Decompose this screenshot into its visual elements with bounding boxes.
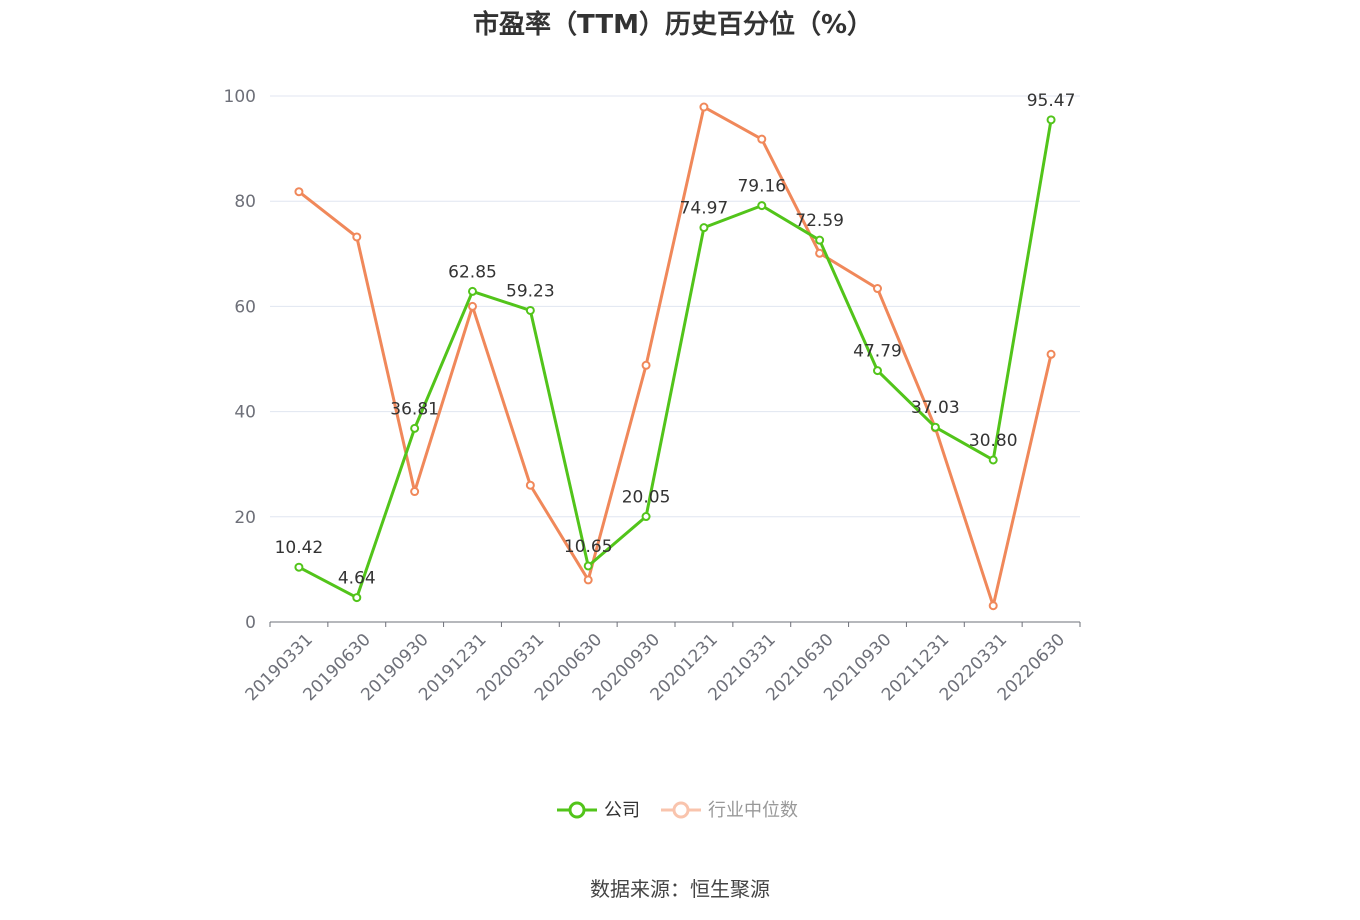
data-label: 10.42 bbox=[275, 538, 324, 558]
series-line-0 bbox=[298, 119, 1053, 600]
grid-lines bbox=[270, 95, 1080, 518]
y-tick-label: 60 bbox=[234, 297, 256, 317]
data-label: 20.05 bbox=[622, 488, 671, 508]
data-point bbox=[294, 562, 304, 572]
chart-title: 市盈率（TTM）历史百分位（%） bbox=[473, 10, 873, 40]
data-point bbox=[468, 301, 477, 311]
series-line-1 bbox=[298, 105, 1053, 608]
data-point bbox=[988, 601, 998, 611]
data-point bbox=[757, 134, 767, 144]
data-point bbox=[525, 480, 535, 490]
legend-marker bbox=[568, 801, 586, 819]
data-label: 72.59 bbox=[795, 211, 844, 231]
data-point bbox=[699, 102, 709, 112]
data-point bbox=[757, 201, 767, 211]
data-point bbox=[1046, 349, 1056, 359]
data-point bbox=[410, 487, 420, 497]
data-label: 47.79 bbox=[853, 342, 902, 362]
y-tick-label: 20 bbox=[234, 508, 256, 528]
legend-item[interactable]: 行业中位数 bbox=[661, 800, 798, 821]
data-label: 74.97 bbox=[680, 199, 729, 219]
data-point bbox=[468, 286, 477, 296]
legend-label: 行业中位数 bbox=[708, 800, 798, 821]
data-point bbox=[1046, 115, 1056, 125]
y-tick-label: 100 bbox=[224, 87, 256, 107]
data-point bbox=[873, 366, 882, 376]
data-point bbox=[988, 455, 998, 465]
legend-label: 公司 bbox=[604, 800, 640, 821]
data-point bbox=[699, 223, 709, 233]
data-source: 数据来源：恒生聚源 bbox=[590, 877, 770, 901]
legend-marker bbox=[672, 801, 690, 819]
axes: 0204060801002019033120190630201909302019… bbox=[224, 87, 1081, 705]
data-point bbox=[352, 232, 362, 242]
data-label: 59.23 bbox=[506, 281, 555, 301]
data-point bbox=[641, 512, 651, 522]
data-label: 30.80 bbox=[969, 431, 1018, 451]
data-label: 36.81 bbox=[390, 399, 439, 419]
data-point bbox=[294, 187, 304, 197]
data-label: 62.85 bbox=[448, 262, 497, 282]
y-tick-label: 40 bbox=[234, 403, 256, 423]
series-layer bbox=[294, 102, 1056, 611]
data-label: 10.65 bbox=[564, 537, 613, 557]
data-label: 4.64 bbox=[338, 569, 376, 589]
data-point bbox=[352, 593, 362, 603]
data-labels: 10.42 4.64 36.81 62.85 59.23 10.65 20.05 74.97 7… bbox=[275, 91, 1076, 589]
data-label: 95.47 bbox=[1027, 91, 1076, 111]
data-point bbox=[815, 248, 825, 258]
data-point bbox=[410, 423, 420, 433]
y-tick-label: 0 bbox=[245, 613, 256, 633]
data-point bbox=[525, 305, 535, 315]
data-point bbox=[583, 575, 593, 585]
data-point bbox=[815, 235, 825, 245]
data-point bbox=[930, 422, 940, 432]
data-label: 37.03 bbox=[911, 398, 960, 418]
legend-item[interactable]: 公司 bbox=[557, 800, 640, 821]
data-point bbox=[873, 284, 882, 294]
data-point bbox=[583, 561, 593, 571]
legend: 公司 行业中位数 bbox=[557, 800, 798, 821]
y-tick-label: 80 bbox=[234, 192, 256, 212]
data-point bbox=[641, 360, 651, 370]
data-label: 79.16 bbox=[737, 177, 786, 197]
